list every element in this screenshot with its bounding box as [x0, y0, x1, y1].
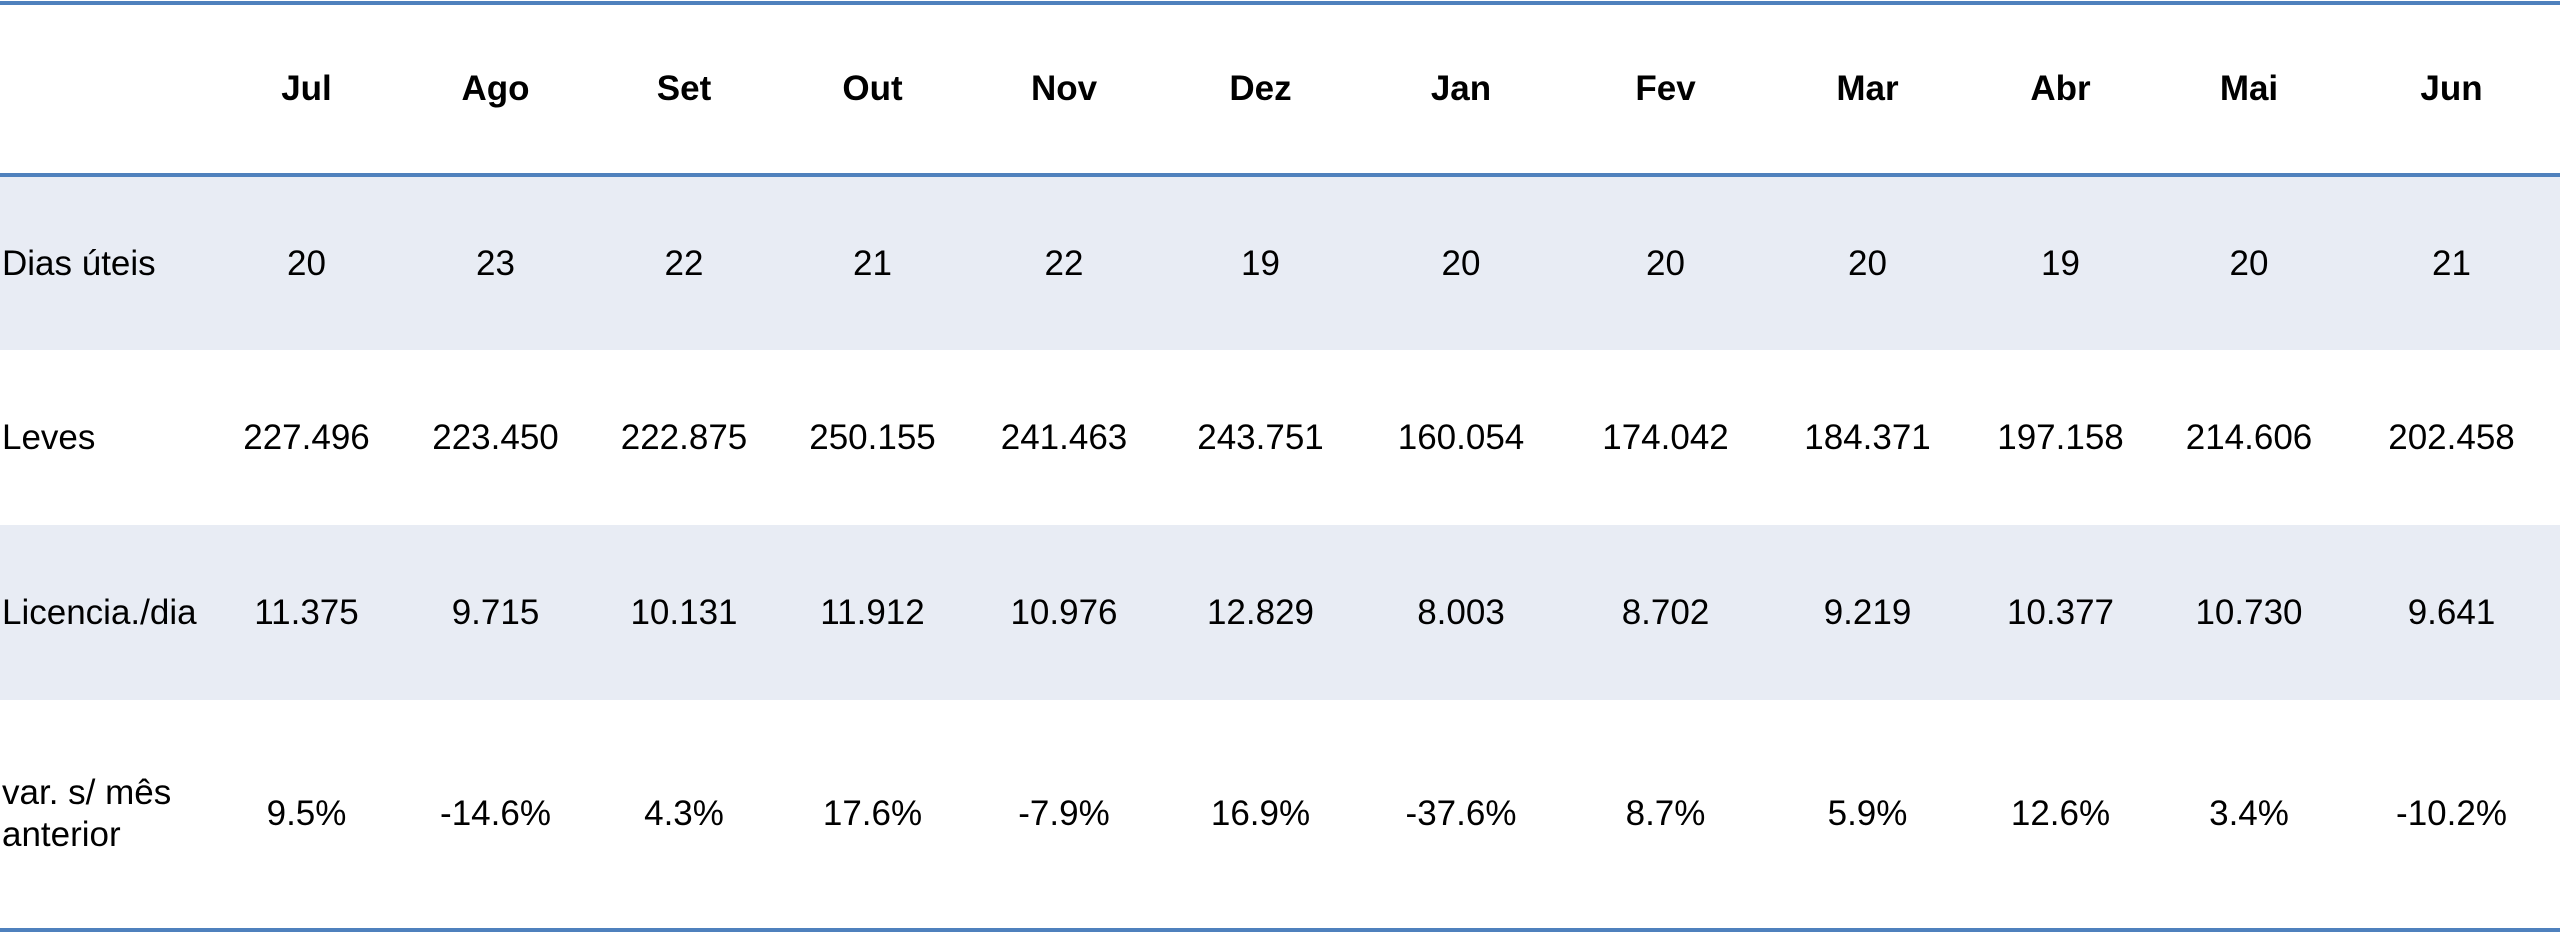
month-header-jul: Jul [212, 3, 401, 177]
table-row: Dias úteis 20 23 22 21 22 19 20 20 20 19 20 21 [0, 175, 2560, 350]
month-header-mai: Mai [2155, 3, 2343, 177]
value-cell: -37.6% [1405, 794, 1517, 833]
month-header-fev: Fev [1562, 3, 1769, 177]
value-cell: -10.2% [2396, 794, 2507, 833]
value-cell: 16.9% [1210, 794, 1311, 833]
value-cell: 22 [1044, 243, 1084, 283]
value-cell: -14.6% [440, 794, 551, 833]
value-cell: 8.7% [1625, 794, 1706, 833]
header-row: Jul Ago Set Out Nov Dez Jan Fev Mar Abr Mai Jun [0, 3, 2560, 177]
month-header-dez: Dez [1161, 3, 1360, 177]
value-cell: 197.158 [1997, 417, 2124, 457]
value-cell: 23 [476, 243, 515, 283]
row-label: Dias úteis [2, 243, 156, 283]
value-cell: 17.6% [822, 794, 923, 833]
value-cell: 202.458 [2388, 417, 2515, 457]
table-row: Leves 227.496 223.450 222.875 250.155 241.463… [0, 350, 2560, 525]
value-cell: 160.054 [1397, 417, 1525, 457]
value-cell: 243.751 [1197, 417, 1324, 457]
value-cell: 21 [853, 243, 892, 283]
value-cell: 250.155 [809, 417, 936, 457]
value-cell: 10.976 [1010, 592, 1118, 632]
table-row: Licencia./dia 11.375 9.715 10.131 11.912 10.9… [0, 525, 2560, 700]
month-header-jun: Jun [2343, 3, 2560, 177]
month-header-nov: Nov [967, 3, 1161, 177]
row-label: var. s/ mês anterior [0, 700, 212, 930]
row-label-line: var. s/ mês [2, 773, 172, 812]
value-cell: 222.875 [620, 417, 748, 457]
value-cell: 20 [1848, 243, 1887, 283]
value-cell: 214.606 [2185, 417, 2313, 457]
value-cell: 9.715 [451, 592, 540, 632]
value-cell: 12.6% [2010, 794, 2111, 833]
value-cell: 8.702 [1621, 592, 1710, 632]
value-cell: 19 [2041, 243, 2080, 283]
row-label-line: anterior [2, 815, 121, 854]
month-header-mar: Mar [1769, 3, 1966, 177]
value-cell: 10.377 [2006, 592, 2115, 632]
value-cell: 22 [664, 243, 704, 283]
value-cell: 9.219 [1823, 592, 1912, 632]
value-cell: 20 [2229, 243, 2269, 283]
row-label: Leves [2, 417, 96, 457]
value-cell: 11.375 [254, 592, 359, 632]
month-header-set: Set [590, 3, 778, 177]
value-cell: -7.9% [1018, 794, 1110, 833]
value-cell: 19 [1241, 243, 1280, 283]
value-cell: 227.496 [243, 417, 370, 457]
value-cell: 184.371 [1804, 417, 1931, 457]
value-cell: 10.730 [2195, 592, 2303, 632]
value-cell: 9.5% [266, 794, 347, 833]
value-cell: 174.042 [1602, 417, 1729, 457]
corner-cell [0, 3, 212, 177]
month-header-out: Out [778, 3, 967, 177]
value-cell: 223.450 [432, 417, 559, 457]
value-cell: 21 [2432, 243, 2471, 283]
table-row: var. s/ mês anterior 9.5% -14.6% 4.3% 17.6% -7… [0, 700, 2560, 930]
value-cell: 10.131 [630, 592, 738, 632]
value-cell: 12.829 [1206, 592, 1315, 632]
value-cell: 241.463 [1000, 417, 1128, 457]
value-cell: 20 [1646, 243, 1685, 283]
value-cell: 9.641 [2407, 592, 2496, 632]
value-cell: 3.4% [2209, 794, 2289, 833]
value-cell: 5.9% [1827, 794, 1908, 833]
value-cell: 11.912 [820, 592, 925, 632]
value-cell: 8.003 [1417, 592, 1505, 632]
row-label: Licencia./dia [2, 592, 197, 632]
month-header-ago: Ago [401, 3, 590, 177]
value-cell: 20 [1441, 243, 1481, 283]
month-header-jan: Jan [1360, 3, 1562, 177]
month-header-abr: Abr [1966, 3, 2155, 177]
value-cell: 4.3% [644, 794, 724, 833]
value-cell: 20 [287, 243, 326, 283]
